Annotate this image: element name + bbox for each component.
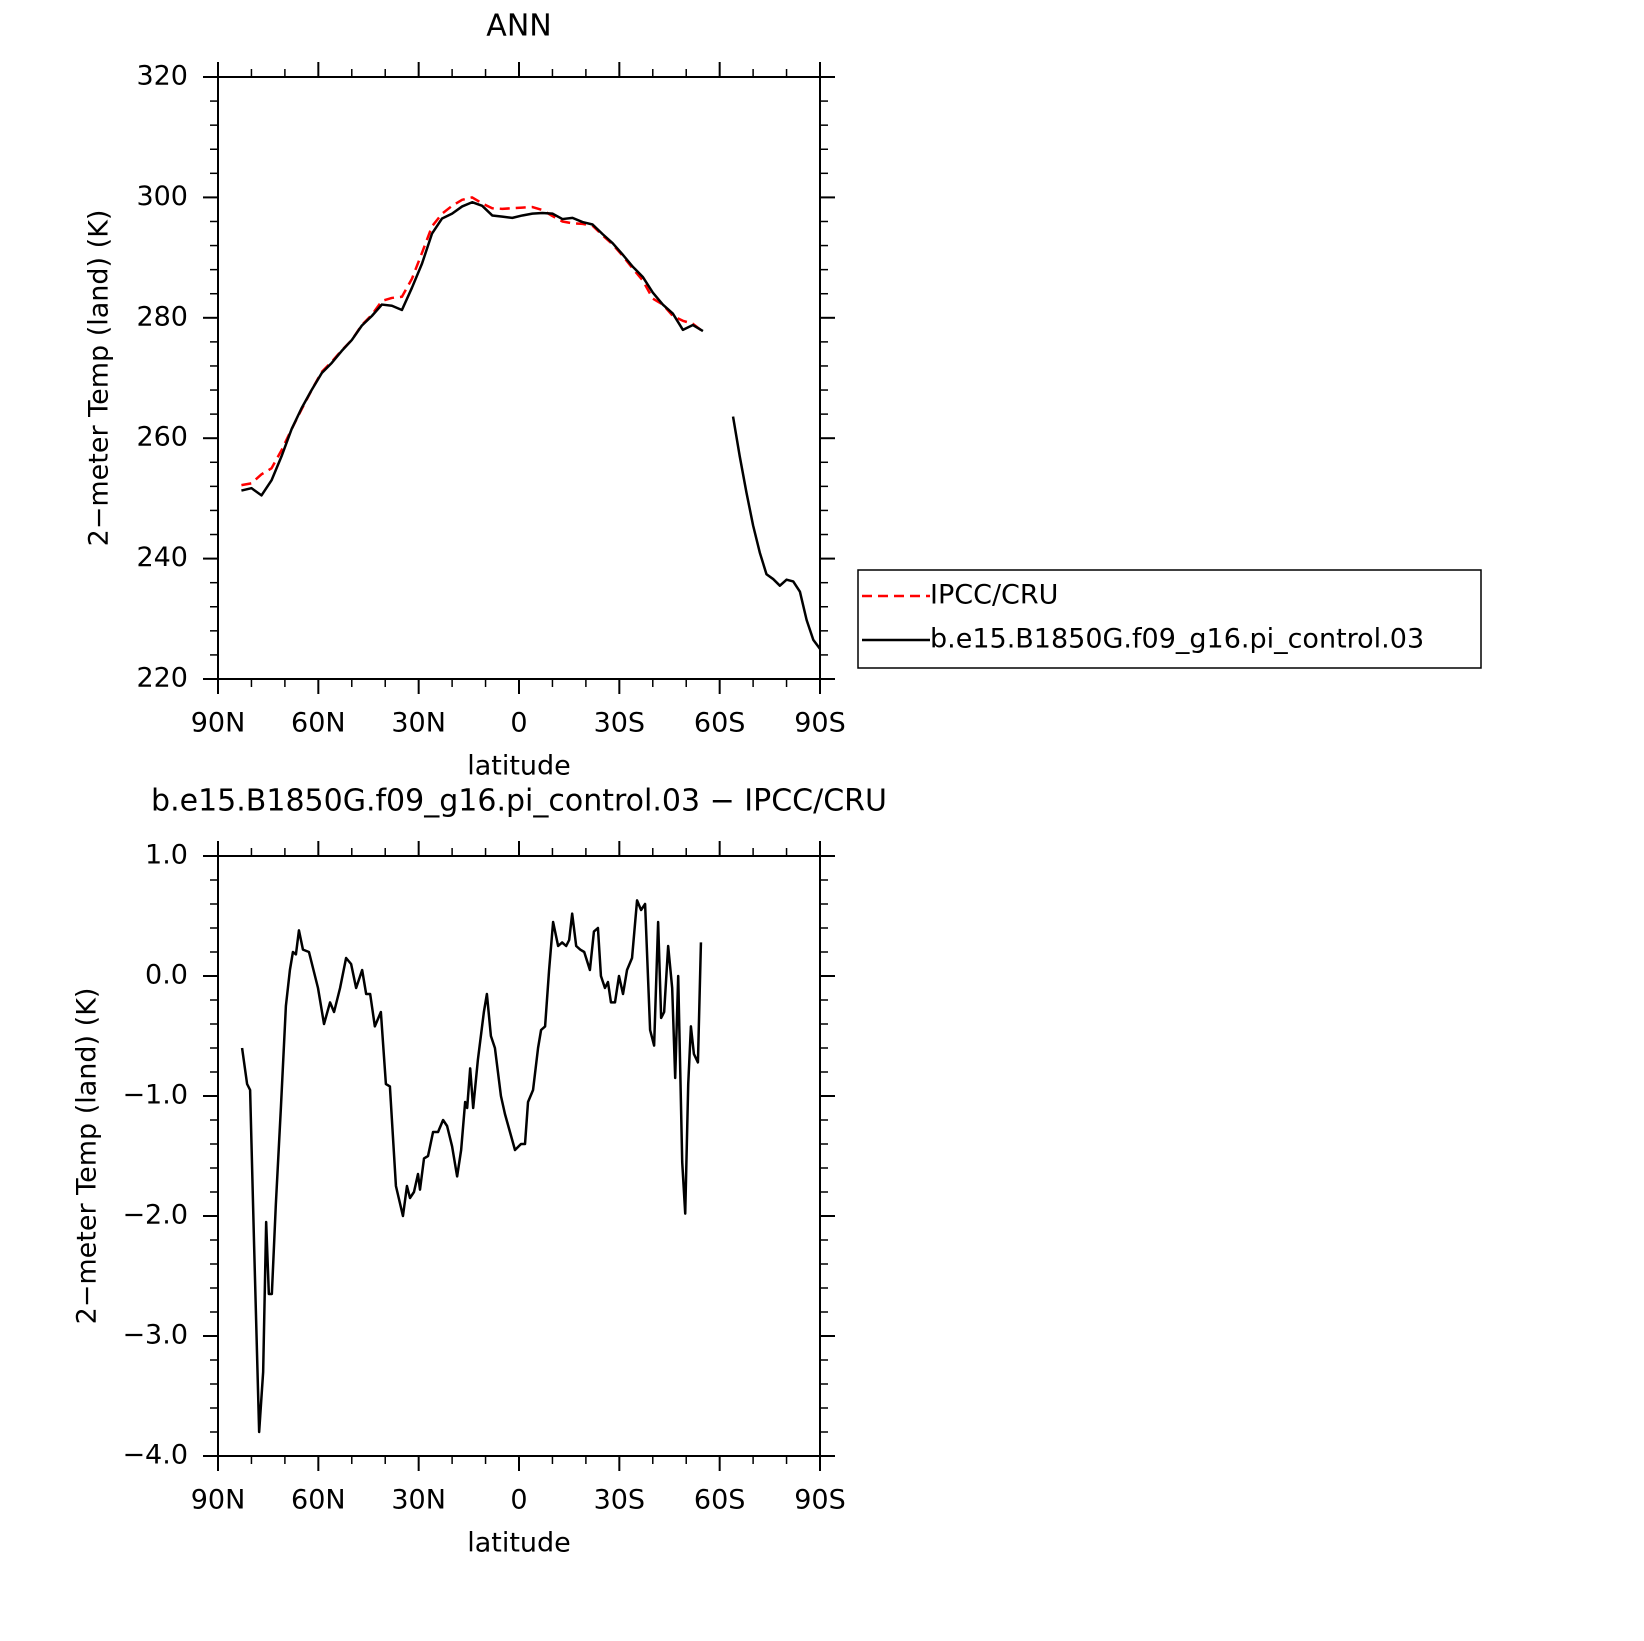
legend-box	[857, 569, 1482, 669]
x-tick-label: 30S	[594, 708, 646, 739]
x-tick-label: 30N	[391, 1485, 446, 1516]
y-tick-label: −1.0	[122, 1080, 188, 1111]
y-tick-label: −2.0	[122, 1200, 188, 1231]
x-tick-label: 90S	[794, 708, 846, 739]
y-tick-label: 220	[136, 663, 188, 694]
y-tick-label: 0.0	[145, 960, 188, 991]
plot-frame	[217, 855, 821, 1457]
x-tick-label: 60S	[694, 708, 746, 739]
chart-title: ANN	[486, 9, 551, 44]
y-axis-label: 2−meter Temp (land) (K)	[84, 210, 115, 547]
chart-title: b.e15.B1850G.f09_g16.pi_control.03 − IPC…	[151, 784, 887, 819]
x-tick-label: 90S	[794, 1485, 846, 1516]
plot-frame	[217, 76, 821, 680]
y-tick-label: 260	[136, 422, 188, 453]
y-tick-label: 320	[136, 61, 188, 92]
x-tick-label: 60N	[291, 1485, 346, 1516]
x-tick-label: 0	[510, 708, 527, 739]
x-tick-label: 90N	[191, 1485, 246, 1516]
x-tick-label: 60N	[291, 708, 346, 739]
y-tick-label: 240	[136, 542, 188, 573]
x-axis-label: latitude	[467, 1528, 571, 1559]
y-tick-label: 1.0	[145, 840, 188, 871]
legend-label: IPCC/CRU	[930, 580, 1058, 611]
x-tick-label: 90N	[191, 708, 246, 739]
x-tick-label: 0	[510, 1485, 527, 1516]
y-tick-label: −4.0	[122, 1440, 188, 1471]
x-tick-label: 60S	[694, 1485, 746, 1516]
data-line	[241, 200, 822, 650]
x-tick-label: 30N	[391, 708, 446, 739]
data-line	[241, 196, 704, 487]
y-axis-label: 2−meter Temp (land) (K)	[72, 988, 103, 1325]
y-tick-label: −3.0	[122, 1320, 188, 1351]
x-axis-label: latitude	[467, 751, 571, 782]
x-tick-label: 30S	[594, 1485, 646, 1516]
legend-label: b.e15.B1850G.f09_g16.pi_control.03	[930, 624, 1424, 655]
y-tick-label: 300	[136, 181, 188, 212]
y-tick-label: 280	[136, 301, 188, 332]
data-line	[240, 899, 703, 1434]
